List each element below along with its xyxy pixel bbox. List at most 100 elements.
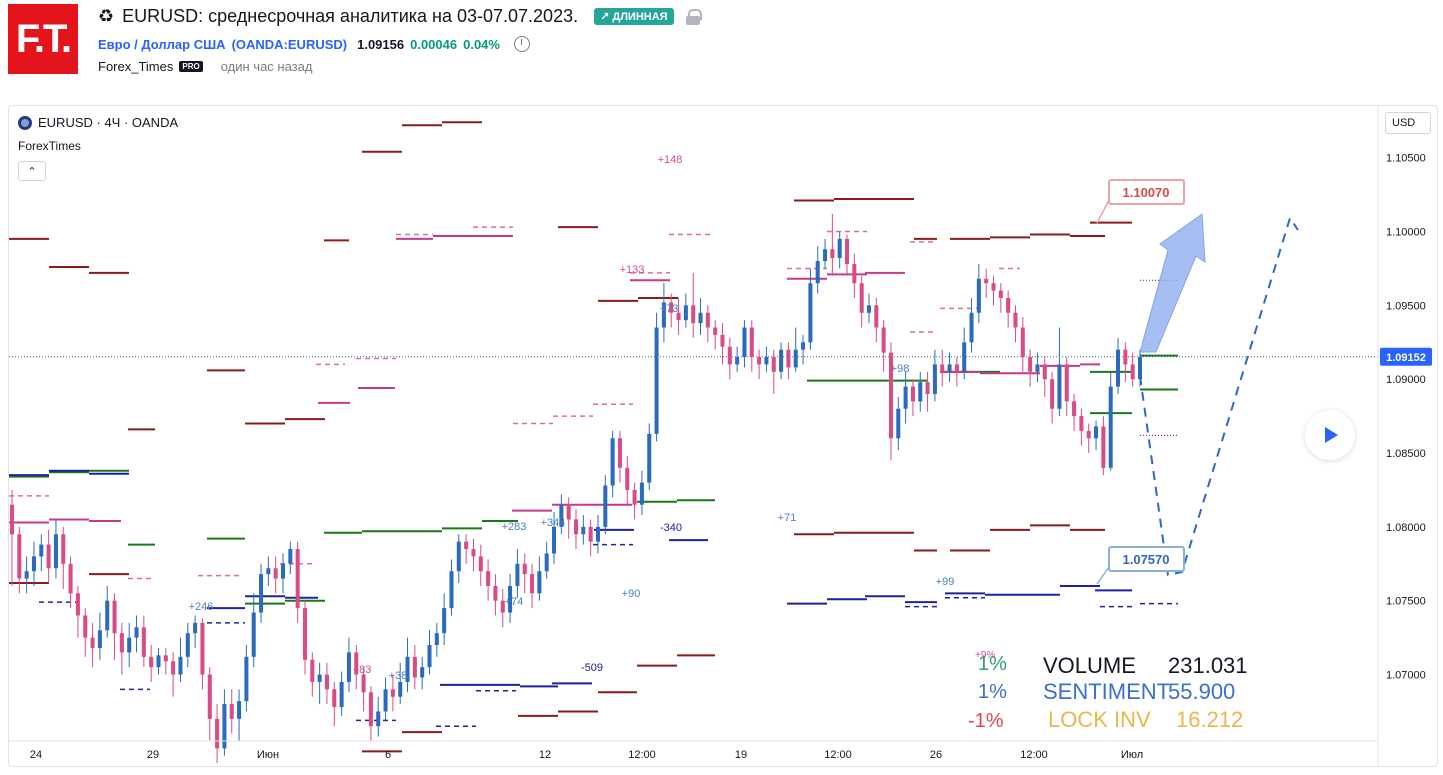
delta-annotation: +344 xyxy=(541,517,566,529)
indicator-name[interactable]: ForexTimes xyxy=(18,139,81,153)
candle-body xyxy=(1072,401,1077,417)
candle-body xyxy=(273,568,278,579)
candle-body xyxy=(141,627,146,657)
candle-body xyxy=(713,327,718,335)
candle-body xyxy=(75,593,80,616)
candle-body xyxy=(962,342,967,372)
chart-frame[interactable] xyxy=(8,105,1438,767)
candle-body xyxy=(910,386,915,402)
symbol-change-pct: 0.04% xyxy=(463,36,500,52)
x-tick-label: 19 xyxy=(735,749,747,761)
candle-body xyxy=(793,349,798,368)
candle-body xyxy=(215,718,220,749)
alarm-clock-icon[interactable] xyxy=(513,36,530,52)
candle-body xyxy=(705,312,710,328)
lock-value: 16.212 xyxy=(1176,707,1244,732)
delta-annotation: +90 xyxy=(622,588,641,600)
candle-body xyxy=(332,689,337,708)
candle-body xyxy=(969,312,974,343)
candle-body xyxy=(266,568,271,575)
candle-body xyxy=(947,364,952,372)
delta-annotation: +98 xyxy=(891,363,910,375)
candle-body xyxy=(530,574,535,594)
x-tick-label: 6 xyxy=(385,749,391,761)
author-row: Forex_Times PRO один час назад xyxy=(98,59,312,74)
candle-body xyxy=(552,526,557,554)
candle-body xyxy=(566,504,571,520)
candle-body xyxy=(112,600,117,634)
candle-body xyxy=(735,357,740,365)
candle-body xyxy=(654,327,659,434)
forecast-arrow-up xyxy=(1139,213,1206,353)
candle-body xyxy=(17,534,22,579)
candle-body xyxy=(105,600,110,631)
level-lines-layer xyxy=(9,121,1178,753)
candle-body xyxy=(691,305,696,324)
candle-body xyxy=(449,571,454,609)
candle-body xyxy=(954,364,959,372)
symbol-code-link[interactable]: (OANDA:EURUSD) xyxy=(231,36,348,52)
candle-body xyxy=(420,667,425,678)
candle-body xyxy=(1130,364,1135,380)
chart-legend[interactable]: EURUSD · 4Ч · OANDA xyxy=(18,115,178,130)
eu-flag-icon xyxy=(18,115,32,130)
candle-body xyxy=(310,659,315,682)
symbol-name-link[interactable]: Евро / Доллар США xyxy=(98,36,226,52)
long-badge: ↗ ДЛИННАЯ xyxy=(594,8,674,25)
candle-body xyxy=(171,661,176,675)
candle-body xyxy=(896,408,901,439)
candle-body xyxy=(976,278,981,313)
candle-body xyxy=(925,382,930,394)
title-row: ♻ EURUSD: среднесрочная аналитика на 03-… xyxy=(98,6,702,27)
x-tick-label: 12:00 xyxy=(1020,749,1048,761)
candle-body xyxy=(998,290,1003,298)
candle-body xyxy=(119,633,124,653)
delta-annotation: +133 xyxy=(620,264,645,276)
candle-body xyxy=(1035,364,1040,372)
candle-body xyxy=(1101,426,1106,468)
delta-annotation: +246 xyxy=(189,601,214,613)
candle-body xyxy=(295,549,300,609)
candle-body xyxy=(617,438,622,468)
candles-layer xyxy=(9,213,1143,764)
currency-selector[interactable]: USD xyxy=(1385,112,1431,134)
idea-title: EURUSD: среднесрочная аналитика на 03-07… xyxy=(122,6,579,26)
candle-body xyxy=(779,349,784,372)
recycle-icon: ♻ xyxy=(98,6,115,26)
idea-header: F.T. ♻ EURUSD: среднесрочная аналитика н… xyxy=(0,0,1443,96)
candle-body xyxy=(918,382,923,402)
candle-body xyxy=(222,704,227,749)
target-up-label: 1.10070 xyxy=(1123,185,1170,200)
play-button[interactable] xyxy=(1305,410,1355,460)
candle-body xyxy=(588,526,593,542)
delta-annotation: +99 xyxy=(936,576,955,588)
candle-body xyxy=(1108,386,1113,468)
candle-body xyxy=(68,563,73,594)
candle-body xyxy=(39,544,44,557)
y-tick-label: 1.10500 xyxy=(1386,153,1426,165)
candle-body xyxy=(178,656,183,675)
candle-body xyxy=(522,563,527,575)
candle-body xyxy=(24,571,29,579)
candle-body xyxy=(259,574,264,613)
candle-body xyxy=(61,534,66,564)
collapse-button[interactable]: ⌃ xyxy=(18,161,46,181)
x-tick-label: 24 xyxy=(30,749,42,761)
candle-body xyxy=(288,549,293,564)
delta-annotation: +73 xyxy=(660,303,679,315)
target-down-pointer xyxy=(1096,566,1110,585)
candle-body xyxy=(632,489,637,505)
target-up-pointer xyxy=(1096,199,1110,224)
candle-body xyxy=(1116,349,1121,387)
candle-body xyxy=(97,630,102,648)
candle-body xyxy=(1094,426,1099,439)
candle-body xyxy=(940,364,945,372)
author-logo[interactable]: F.T. xyxy=(8,4,78,74)
candle-body xyxy=(412,656,417,678)
symbol-row: Евро / Доллар США (OANDA:EURUSD) 1.09156… xyxy=(98,36,530,52)
candle-body xyxy=(478,556,483,572)
author-name-link[interactable]: Forex_Times xyxy=(98,59,174,74)
candle-body xyxy=(1013,312,1018,328)
candle-body xyxy=(237,701,242,719)
